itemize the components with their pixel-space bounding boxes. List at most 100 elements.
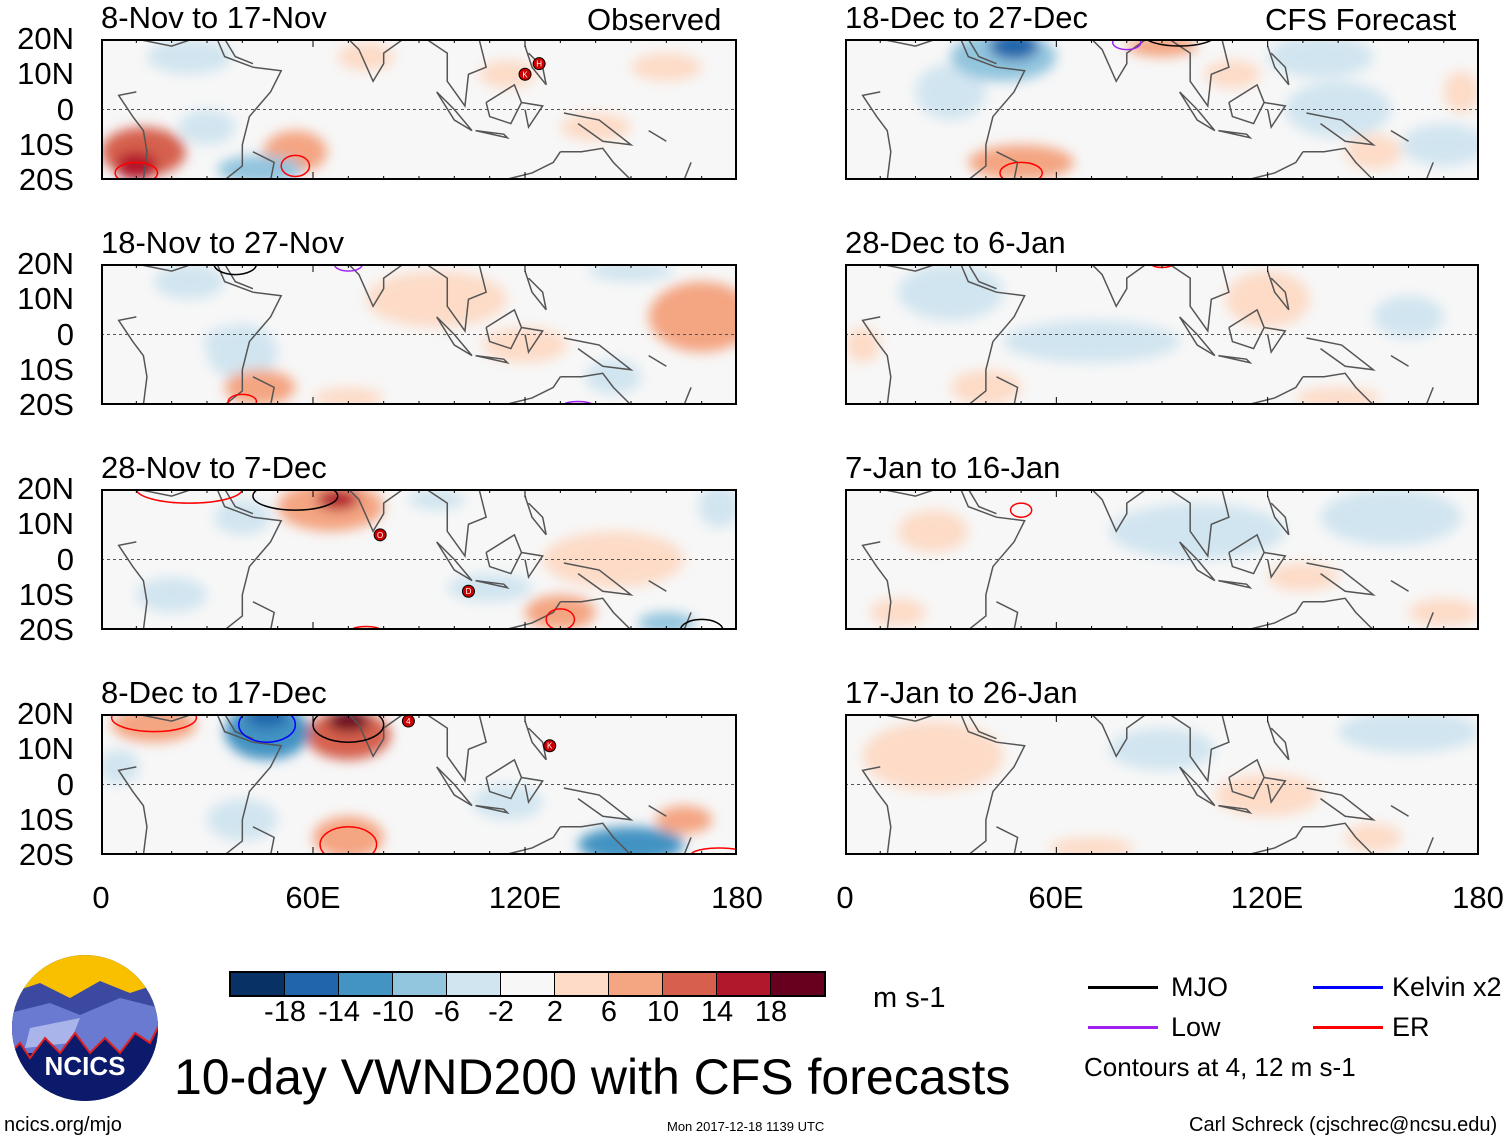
coastline — [224, 39, 254, 65]
coastline — [1264, 551, 1287, 580]
coastline — [967, 39, 997, 65]
anomaly-region — [1345, 134, 1402, 170]
storm-label: O — [377, 531, 383, 540]
coastline — [503, 151, 561, 180]
forecast-label: CFS Forecast — [1265, 2, 1457, 37]
colorbar-tick: -10 — [372, 996, 414, 1028]
coastline — [996, 376, 1019, 405]
anomaly-region — [1373, 295, 1444, 339]
coastline — [485, 308, 523, 350]
colorbar-tick: 10 — [646, 996, 680, 1028]
coastline — [1218, 579, 1253, 589]
coastline — [1246, 151, 1304, 180]
anomaly-region — [217, 155, 303, 180]
coastline — [1228, 758, 1265, 800]
contour-er — [999, 161, 1043, 180]
coastline — [347, 714, 405, 758]
colorbar-tick: 18 — [754, 996, 788, 1028]
map-panel — [101, 264, 737, 405]
coastline — [436, 766, 473, 807]
coastline — [967, 714, 997, 740]
colorbar-swatch — [339, 973, 393, 995]
coastline — [224, 264, 254, 290]
storm-label: 4 — [406, 717, 411, 726]
anomaly-region — [578, 826, 684, 855]
coastline — [967, 264, 997, 290]
anomaly-region — [154, 264, 225, 300]
tropical-cyclone-icon — [461, 584, 475, 598]
tropical-cyclone-icon — [518, 67, 532, 81]
coastline — [861, 91, 892, 180]
coastline — [503, 601, 561, 630]
coastline — [425, 489, 488, 559]
lon-label: 180 — [711, 880, 763, 915]
lon-label: 0 — [92, 880, 110, 915]
anomaly-region — [224, 714, 310, 760]
lat-label: 10N — [17, 731, 74, 767]
panel-title: 18-Nov to 27-Nov — [101, 225, 344, 260]
anomaly-region — [631, 53, 702, 82]
contour-mjo — [252, 489, 339, 511]
anomaly-region — [313, 816, 384, 855]
map-panel — [845, 264, 1479, 405]
coastline — [252, 376, 275, 405]
colorbar-swatch — [285, 973, 339, 995]
coastline — [560, 822, 632, 855]
coastline — [1264, 101, 1287, 130]
coastline — [648, 805, 667, 817]
contour-er — [351, 625, 381, 630]
logo-text: NCICS — [45, 1051, 126, 1081]
contour-er — [114, 161, 159, 180]
anomaly-region — [136, 577, 207, 613]
coastline — [136, 489, 283, 630]
anomaly-region — [845, 327, 881, 363]
coastline — [117, 316, 148, 405]
map-panel: KH — [101, 39, 737, 180]
lat-label: 10S — [18, 801, 74, 837]
contour-er — [280, 154, 311, 178]
coastline — [648, 580, 667, 592]
contour-mjo — [213, 264, 258, 276]
map-panel — [845, 714, 1479, 855]
coastline — [560, 597, 632, 630]
coastline — [1306, 787, 1376, 821]
coastline — [880, 489, 1026, 630]
coastline — [252, 151, 275, 180]
colorbar-tick: -6 — [434, 996, 460, 1028]
source-link[interactable]: ncics.org/mjo — [4, 1114, 122, 1136]
lat-label: 10S — [18, 576, 74, 612]
coastline — [117, 766, 148, 855]
anomaly-region — [115, 151, 158, 180]
panel-title: 28-Dec to 6-Jan — [845, 225, 1066, 260]
lat-label: 10S — [18, 126, 74, 162]
anomaly-region — [366, 271, 508, 328]
lat-label: 0 — [56, 766, 74, 802]
coastline — [1306, 337, 1376, 371]
colorbar-swatch — [231, 973, 285, 995]
colorbar-swatch — [447, 973, 501, 995]
coastline — [1168, 39, 1230, 109]
lat-label: 20S — [18, 612, 74, 647]
legend-er-line — [1313, 1026, 1383, 1029]
coastline — [648, 130, 667, 142]
coastline — [503, 826, 561, 855]
anomaly-region — [207, 323, 278, 381]
contour-mjo — [1145, 39, 1214, 47]
contour-mjo — [679, 618, 724, 630]
coastline — [648, 355, 667, 367]
map-panel — [845, 39, 1479, 180]
anomaly-region — [447, 573, 533, 602]
lat-label: 20N — [17, 21, 74, 56]
coastline — [425, 264, 488, 334]
coastline — [967, 489, 997, 515]
coastline — [1266, 45, 1290, 86]
lat-label: 10S — [18, 351, 74, 387]
timestamp: Mon 2017-12-18 1139 UTC — [667, 1119, 825, 1134]
coastline — [524, 270, 547, 311]
anomaly-region — [869, 598, 927, 627]
coastline — [117, 91, 148, 180]
lat-label: 0 — [56, 91, 74, 127]
coastline — [880, 714, 1026, 855]
coastline — [1266, 495, 1290, 536]
coastline — [436, 541, 473, 582]
